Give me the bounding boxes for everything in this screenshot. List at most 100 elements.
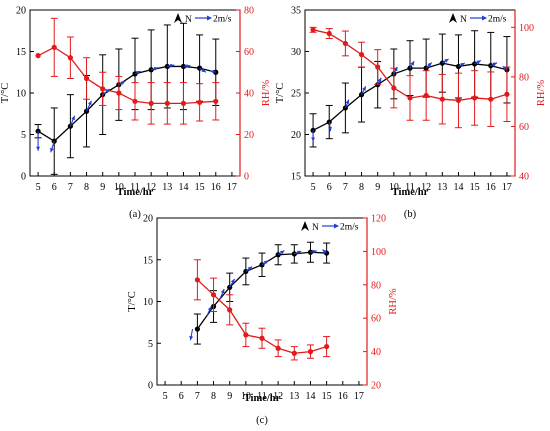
wind-vector-arrowhead	[220, 289, 225, 294]
y-right-tick-label: 100	[519, 23, 534, 34]
x-tick-label: 8	[359, 182, 364, 193]
x-tick-label: 9	[227, 391, 232, 402]
temperature-point	[51, 138, 57, 144]
humidity-line	[37, 46, 216, 105]
x-tick-label: 8	[211, 391, 216, 402]
y-right-tick-label: 40	[519, 172, 529, 183]
temperature-line	[37, 65, 216, 142]
wind-scale-label: 2m/s	[488, 15, 507, 25]
humidity-point	[132, 98, 138, 104]
temperature-point	[194, 326, 200, 332]
humidity-point	[275, 345, 281, 351]
wind-scale-label: 2m/s	[340, 223, 359, 233]
x-tick-label: 14	[453, 182, 463, 193]
wind-vector-arrowhead	[322, 249, 327, 254]
humidity-point	[423, 92, 429, 99]
wind-vector-arrowhead	[492, 62, 498, 67]
y-left-tick-label: 15	[16, 47, 26, 58]
x-axis-label: Time/hr	[117, 187, 154, 198]
y-right-tick-label: 60	[519, 122, 529, 133]
x-tick-label: 6	[327, 182, 332, 193]
y-right-tick-label: 80	[519, 72, 529, 83]
humidity-point	[504, 91, 510, 97]
y-right-tick-label: 0	[244, 172, 249, 183]
humidity-point	[342, 40, 348, 47]
humidity-point	[391, 85, 397, 91]
y-left-tick-label: 20	[143, 214, 153, 225]
y-right-axis-label: RH/%	[536, 80, 547, 107]
wind-vector-arrowhead	[296, 250, 302, 255]
humidity-point	[324, 343, 330, 350]
wind-vector-arrowhead	[201, 68, 206, 73]
north-label: N	[185, 15, 192, 25]
x-tick-label: 17	[227, 182, 237, 193]
north-arrow-icon	[174, 13, 182, 23]
humidity-point	[83, 75, 90, 82]
y-left-tick-label: 0	[148, 381, 153, 392]
y-right-tick-label: 60	[244, 47, 254, 58]
x-tick-label: 6	[52, 182, 57, 193]
x-tick-label: 16	[211, 182, 221, 193]
wind-vector-arrowhead	[328, 126, 332, 132]
humidity-point	[227, 307, 233, 313]
humidity-point	[259, 335, 265, 341]
humidity-point	[100, 86, 106, 92]
temperature-point	[164, 63, 170, 70]
wind-vector-arrowhead	[311, 137, 316, 142]
x-tick-label: 16	[338, 391, 348, 402]
panel-a: 5 6 7 8 9 10 11 12 13 14 15 16 1705101520020406080Ti…	[0, 6, 272, 221]
y-left-tick-label: 10	[16, 89, 26, 100]
humidity-point	[472, 95, 478, 101]
wind-scale-arrowhead	[207, 15, 212, 21]
x-tick-label: 5	[311, 182, 316, 193]
y-left-tick-label: 0	[21, 172, 26, 183]
wind-vector-arrowhead	[87, 100, 92, 106]
x-tick-label: 7	[68, 182, 73, 193]
wind-vector-arrowhead	[476, 60, 481, 65]
y-left-axis-label: T/°C	[0, 83, 11, 104]
wind-vector-arrowhead	[169, 63, 175, 68]
wind-vector-arrowhead	[362, 86, 366, 91]
y-right-tick-label: 20	[244, 130, 254, 141]
x-tick-label: 9	[100, 182, 105, 193]
panel-c: 5 6 7 8 9 10 11 12 13 14 15 16 170510152020406080100…	[127, 214, 399, 427]
wind-vector-arrowhead	[105, 89, 110, 94]
north-label: N	[312, 223, 319, 233]
x-tick-label: 12	[273, 391, 283, 402]
humidity-point	[148, 100, 154, 106]
x-tick-label: 12	[421, 182, 431, 193]
humidity-point	[455, 97, 462, 104]
wind-scale-label: 2m/s	[213, 15, 232, 25]
wind-vector-arrowhead	[502, 66, 508, 71]
x-tick-label: 11	[405, 182, 415, 193]
wind-vector-arrowhead	[393, 66, 398, 72]
wind-vector-arrowhead	[186, 64, 191, 69]
y-left-tick-label: 20	[16, 6, 26, 17]
wind-vector-arrowhead	[189, 335, 194, 341]
y-right-tick-label: 80	[244, 6, 254, 17]
panel-label: (a)	[129, 209, 141, 220]
y-right-tick-label: 20	[371, 381, 381, 392]
temperature-point	[227, 284, 233, 290]
x-tick-label: 10	[241, 391, 251, 402]
x-tick-label: 15	[195, 182, 205, 193]
y-left-tick-label: 30	[291, 47, 301, 58]
wind-vector-arrowhead	[120, 81, 126, 85]
x-tick-label: 15	[322, 391, 332, 402]
wind-vector-arrowhead	[153, 66, 159, 71]
x-tick-label: 10	[114, 182, 124, 193]
y-left-axis-label: T/°C	[127, 291, 138, 312]
x-axis-label: Time/hr	[392, 187, 429, 198]
wind-vector-arrowhead	[71, 115, 75, 121]
humidity-point	[164, 100, 170, 106]
humidity-point	[210, 292, 217, 298]
wind-vector-arrowhead	[50, 147, 54, 153]
x-tick-label: 14	[305, 391, 315, 402]
x-tick-label: 13	[437, 182, 447, 193]
humidity-point	[35, 53, 41, 59]
y-right-tick-label: 120	[371, 214, 386, 225]
wind-vector-arrowhead	[136, 71, 141, 75]
plot-frame	[156, 217, 368, 386]
humidity-point	[197, 99, 203, 105]
